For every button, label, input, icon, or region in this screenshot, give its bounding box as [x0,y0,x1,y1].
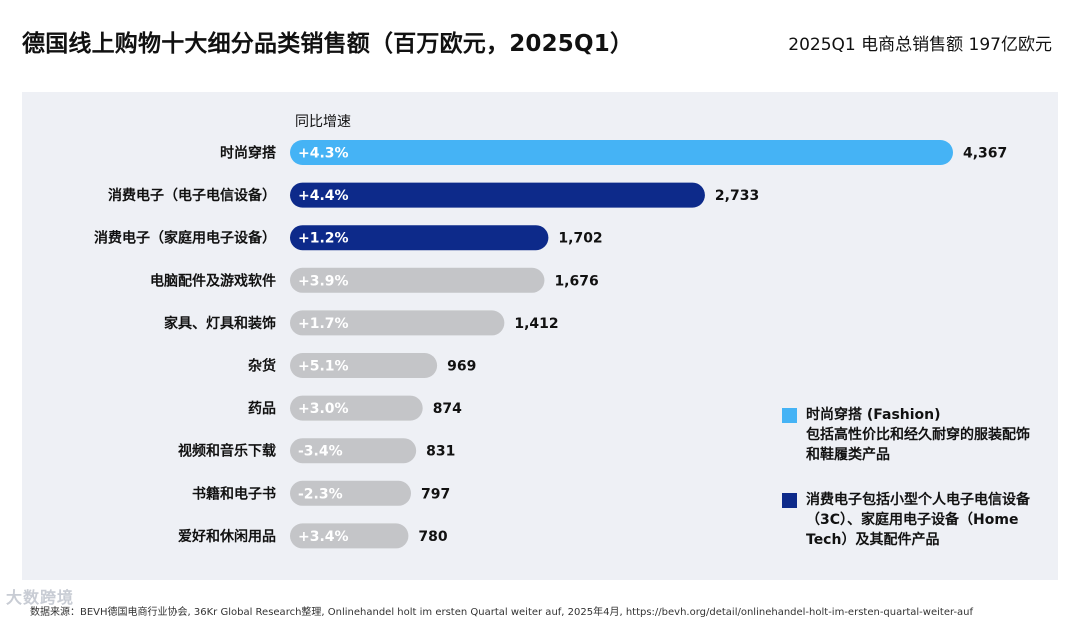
value-label: 1,702 [558,231,602,247]
value-label: 4,367 [963,146,1007,162]
category-label: 电脑配件及游戏软件 [150,272,276,289]
legend-text-electronics: 消费电子包括小型个人电子电信设备（3C）、家庭用电子设备（Home Tech）及… [806,492,1030,548]
growth-label: +5.1% [298,359,349,375]
bar [290,395,423,421]
bar [290,182,705,208]
category-label: 爱好和休闲用品 [178,528,276,545]
growth-label: -2.3% [298,486,343,502]
category-label: 家具、灯具和装饰 [164,315,276,332]
value-label: 831 [426,444,455,460]
bar [290,480,412,506]
page-title: 德国线上购物十大细分品类销售额（百万欧元，2025Q1） [22,31,634,57]
value-label: 969 [447,359,476,375]
value-label: 2,733 [715,188,759,204]
bar [290,523,409,549]
value-label: 797 [421,486,450,502]
growth-label: +4.4% [298,188,349,204]
growth-label: +3.9% [298,273,349,289]
total-sales-subtitle: 2025Q1 电商总销售额 197亿欧元 [788,35,1052,55]
value-label: 1,412 [514,316,558,332]
category-label: 药品 [248,400,276,417]
category-label: 杂货 [248,358,276,375]
bar [290,353,438,378]
bar [290,310,505,336]
growth-header: 同比增速 [295,114,351,130]
legend-fashion: 时尚穿搭 (Fashion) 包括高性价比和经久耐穿的服装配饰和鞋履类产品 [782,405,1052,465]
value-label: 1,676 [554,273,598,289]
category-label: 时尚穿搭 [220,145,277,162]
watermark: 大数跨境 [6,588,75,607]
growth-label: +1.7% [298,316,349,332]
value-label: 780 [418,529,447,545]
chart-panel: 同比增速时尚穿搭 +4.3% 4,367 消费电子（电子电信设备） +4.4% 2,733… [22,92,1058,580]
growth-label: +1.2% [298,231,349,247]
growth-label: +4.3% [298,146,349,162]
growth-label: +3.4% [298,529,349,545]
category-label: 消费电子（电子电信设备） [108,187,276,204]
legend-text-fashion: 时尚穿搭 (Fashion) 包括高性价比和经久耐穿的服装配饰和鞋履类产品 [806,407,1030,463]
bar [290,438,417,464]
category-label: 书籍和电子书 [192,485,276,502]
bar [290,267,545,293]
category-label: 视频和音乐下载 [178,443,276,460]
legend-electronics: 消费电子包括小型个人电子电信设备（3C）、家庭用电子设备（Home Tech）及… [782,490,1052,550]
bar [290,140,953,165]
growth-label: -3.4% [298,444,343,460]
bar [290,225,549,251]
legend-swatch-fashion [782,408,797,423]
value-label: 874 [433,401,462,417]
growth-label: +3.0% [298,401,349,417]
legend-swatch-electronics [782,493,797,508]
source-note: 数据来源：BEVH德国电商行业协会, 36Kr Global Research整… [30,607,974,618]
category-label: 消费电子（家庭用电子设备） [94,230,276,247]
